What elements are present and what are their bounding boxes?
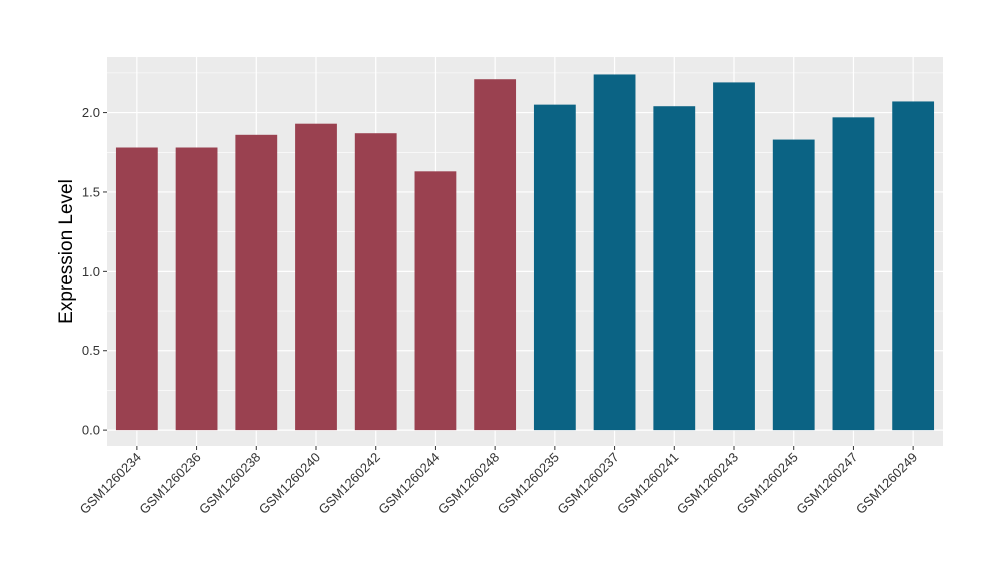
x-axis: GSM1260234GSM1260236GSM1260238GSM1260240… — [77, 446, 920, 517]
bar — [354, 133, 397, 431]
x-tick-label: GSM1260249 — [853, 450, 920, 517]
x-tick-label: GSM1260241 — [614, 450, 681, 517]
x-tick-label: GSM1260238 — [196, 450, 263, 517]
y-tick-label: 0.0 — [82, 423, 100, 438]
y-axis: 0.0 0.5 1.0 1.5 2.0 — [82, 105, 107, 438]
x-tick-label: GSM1260245 — [733, 450, 800, 517]
x-tick-label: GSM1260243 — [674, 450, 741, 517]
bar — [295, 123, 337, 431]
bar — [892, 101, 935, 431]
bar — [772, 139, 815, 431]
bar — [414, 171, 457, 431]
bar — [115, 147, 158, 431]
x-tick-label: GSM1260242 — [315, 450, 382, 517]
x-tick-label: GSM1260236 — [136, 450, 203, 517]
bar — [832, 117, 875, 431]
plot-panel — [107, 57, 943, 446]
bar — [713, 82, 755, 431]
x-tick-label: GSM1260248 — [435, 450, 502, 517]
y-axis-title: Expression Level — [56, 179, 77, 324]
x-tick-label: GSM1260244 — [375, 450, 442, 517]
y-tick-label: 1.5 — [82, 184, 100, 199]
bar — [474, 79, 517, 431]
bar — [653, 106, 696, 431]
x-tick-label: GSM1260234 — [77, 450, 144, 517]
x-tick-label: GSM1260237 — [554, 450, 621, 517]
x-tick-label: GSM1260247 — [793, 450, 860, 517]
bar — [175, 147, 218, 431]
bar — [235, 134, 278, 431]
y-tick-label: 2.0 — [82, 105, 100, 120]
x-tick-label: GSM1260240 — [256, 450, 323, 517]
y-tick-label: 1.0 — [82, 264, 100, 279]
bars — [115, 74, 935, 431]
bar — [593, 74, 636, 431]
x-tick-label: GSM1260235 — [495, 450, 562, 517]
bar — [533, 104, 576, 431]
y-tick-label: 0.5 — [82, 343, 100, 358]
